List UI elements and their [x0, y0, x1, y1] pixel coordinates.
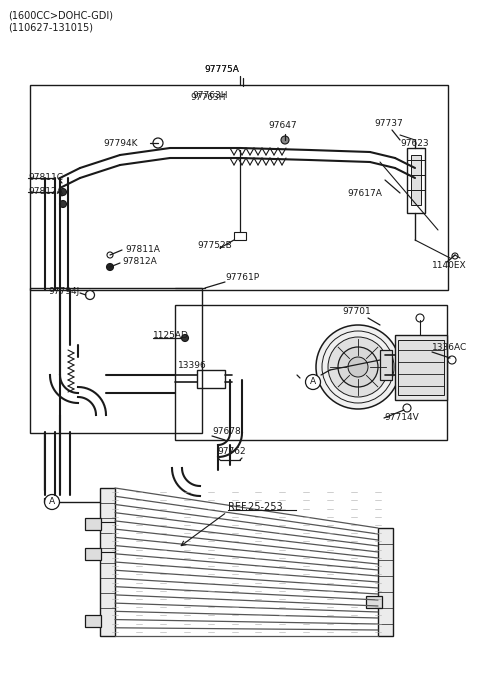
Text: 97714V: 97714V — [384, 414, 419, 422]
Text: 97762: 97762 — [217, 447, 246, 456]
Bar — [30, 85, 448, 290]
Bar — [197, 370, 225, 388]
Circle shape — [328, 337, 388, 397]
Text: 97623: 97623 — [400, 140, 429, 148]
Circle shape — [403, 404, 411, 412]
Text: 97701: 97701 — [342, 308, 371, 317]
Text: 97812A: 97812A — [122, 258, 157, 266]
Circle shape — [338, 347, 378, 387]
Circle shape — [45, 494, 60, 509]
Circle shape — [85, 290, 95, 300]
Bar — [85, 548, 101, 560]
Circle shape — [107, 264, 113, 271]
Circle shape — [107, 252, 113, 258]
Circle shape — [281, 136, 289, 144]
Text: 97647: 97647 — [268, 121, 297, 130]
Text: 1125AD: 1125AD — [153, 330, 189, 340]
Bar — [30, 288, 202, 433]
Text: 97794J: 97794J — [49, 287, 80, 296]
Bar — [85, 615, 101, 627]
Text: 97761P: 97761P — [225, 273, 259, 283]
Text: 97678: 97678 — [212, 428, 241, 437]
Text: 97763H: 97763H — [190, 92, 226, 102]
Text: 97763H: 97763H — [192, 92, 228, 100]
Text: 97737: 97737 — [374, 119, 403, 129]
Bar — [100, 488, 115, 636]
Circle shape — [60, 188, 67, 195]
Bar — [411, 155, 421, 205]
Text: 13396: 13396 — [178, 361, 206, 370]
Text: A: A — [310, 378, 316, 386]
Bar — [234, 232, 246, 240]
Text: 1336AC: 1336AC — [432, 344, 467, 353]
Circle shape — [153, 138, 163, 148]
Bar — [378, 528, 393, 636]
Bar — [380, 350, 392, 380]
Circle shape — [316, 325, 400, 409]
Text: 97811A: 97811A — [125, 245, 160, 254]
Bar — [85, 518, 101, 530]
Circle shape — [181, 334, 189, 342]
Bar — [366, 596, 382, 608]
Text: (110627-131015): (110627-131015) — [8, 22, 93, 32]
Bar — [175, 305, 447, 440]
Bar — [395, 335, 447, 400]
Circle shape — [448, 356, 456, 364]
Text: 97812A: 97812A — [28, 186, 63, 195]
Text: 97775A: 97775A — [204, 66, 240, 75]
Text: (1600CC>DOHC-GDI): (1600CC>DOHC-GDI) — [8, 10, 113, 20]
Text: 97794K: 97794K — [103, 138, 137, 148]
Text: 1140EX: 1140EX — [432, 260, 467, 269]
Text: 97811C: 97811C — [28, 172, 63, 182]
Circle shape — [348, 357, 368, 377]
Bar — [407, 148, 425, 213]
Circle shape — [60, 201, 67, 207]
Circle shape — [305, 374, 321, 389]
Text: 97775A: 97775A — [204, 66, 240, 75]
Circle shape — [452, 253, 458, 259]
Text: REF.25-253: REF.25-253 — [228, 502, 283, 512]
Bar — [398, 340, 444, 395]
Text: 97752B: 97752B — [197, 241, 232, 250]
Circle shape — [416, 314, 424, 322]
Text: 97617A: 97617A — [347, 188, 382, 197]
Text: A: A — [49, 498, 55, 506]
